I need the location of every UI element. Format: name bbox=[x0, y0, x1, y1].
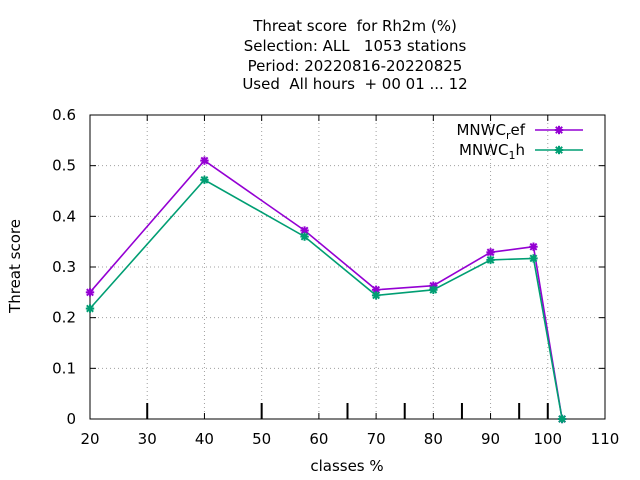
x-tick-label: 110 bbox=[591, 430, 620, 448]
y-tick-label: 0.2 bbox=[52, 309, 76, 327]
data-point bbox=[85, 288, 95, 297]
x-tick-label: 30 bbox=[138, 430, 157, 448]
x-tick-label: 50 bbox=[252, 430, 271, 448]
data-point bbox=[200, 156, 209, 165]
x-tick-label: 20 bbox=[80, 430, 99, 448]
x-tick-label: 80 bbox=[424, 430, 443, 448]
class-marks bbox=[146, 403, 549, 419]
x-axis-label: classes % bbox=[310, 457, 383, 475]
y-tick-label: 0 bbox=[66, 410, 76, 428]
title-line-4: Used All hours + 00 01 ... 12 bbox=[242, 75, 468, 93]
data-point bbox=[429, 285, 438, 294]
data-point bbox=[300, 226, 309, 235]
x-tick-label: 100 bbox=[533, 430, 562, 448]
data-point bbox=[200, 175, 209, 185]
x-tick-label: 60 bbox=[309, 430, 328, 448]
y-tick-label: 0.3 bbox=[52, 258, 76, 276]
series-line bbox=[89, 178, 563, 420]
legend-marker bbox=[554, 125, 564, 135]
legend-label: MNWCref bbox=[456, 121, 525, 142]
y-tick-label: 0.6 bbox=[52, 106, 76, 124]
title-line-2: Selection: ALL 1053 stations bbox=[243, 37, 467, 55]
title-line-1: Threat score for Rh2m (%) bbox=[253, 17, 457, 35]
data-point bbox=[300, 232, 309, 241]
data-point bbox=[486, 255, 495, 265]
x-tick-label: 90 bbox=[481, 430, 500, 448]
y-axis-label: Threat score bbox=[6, 219, 24, 314]
legend-marker bbox=[554, 145, 564, 155]
series-line bbox=[89, 159, 563, 420]
grid-lines bbox=[90, 115, 605, 419]
data-point bbox=[529, 254, 538, 263]
series-group bbox=[85, 156, 567, 424]
y-tick-label: 0.4 bbox=[52, 207, 76, 225]
data-point bbox=[85, 304, 95, 313]
legend-item-1: MNWCref bbox=[456, 121, 583, 142]
x-tick-label: 70 bbox=[367, 430, 386, 448]
y-tick-label: 0.5 bbox=[52, 157, 76, 175]
title-line-3: Period: 20220816-20220825 bbox=[247, 57, 463, 75]
legend-label: MNWC1h bbox=[459, 141, 525, 162]
series-2 bbox=[85, 175, 567, 424]
x-tick-label: 40 bbox=[195, 430, 214, 448]
y-axis-ticks: 0 0.1 0.2 0.3 0.4 0.5 0.6 bbox=[52, 106, 605, 428]
data-point bbox=[529, 242, 538, 251]
data-point bbox=[557, 414, 567, 424]
data-point bbox=[371, 291, 381, 300]
legend-item-2: MNWC1h bbox=[459, 141, 583, 162]
x-axis-ticks: 20 30 40 50 60 70 80 90 100 110 bbox=[80, 115, 619, 448]
y-tick-label: 0.1 bbox=[52, 359, 76, 377]
data-point bbox=[486, 248, 495, 257]
series-1 bbox=[85, 156, 567, 424]
